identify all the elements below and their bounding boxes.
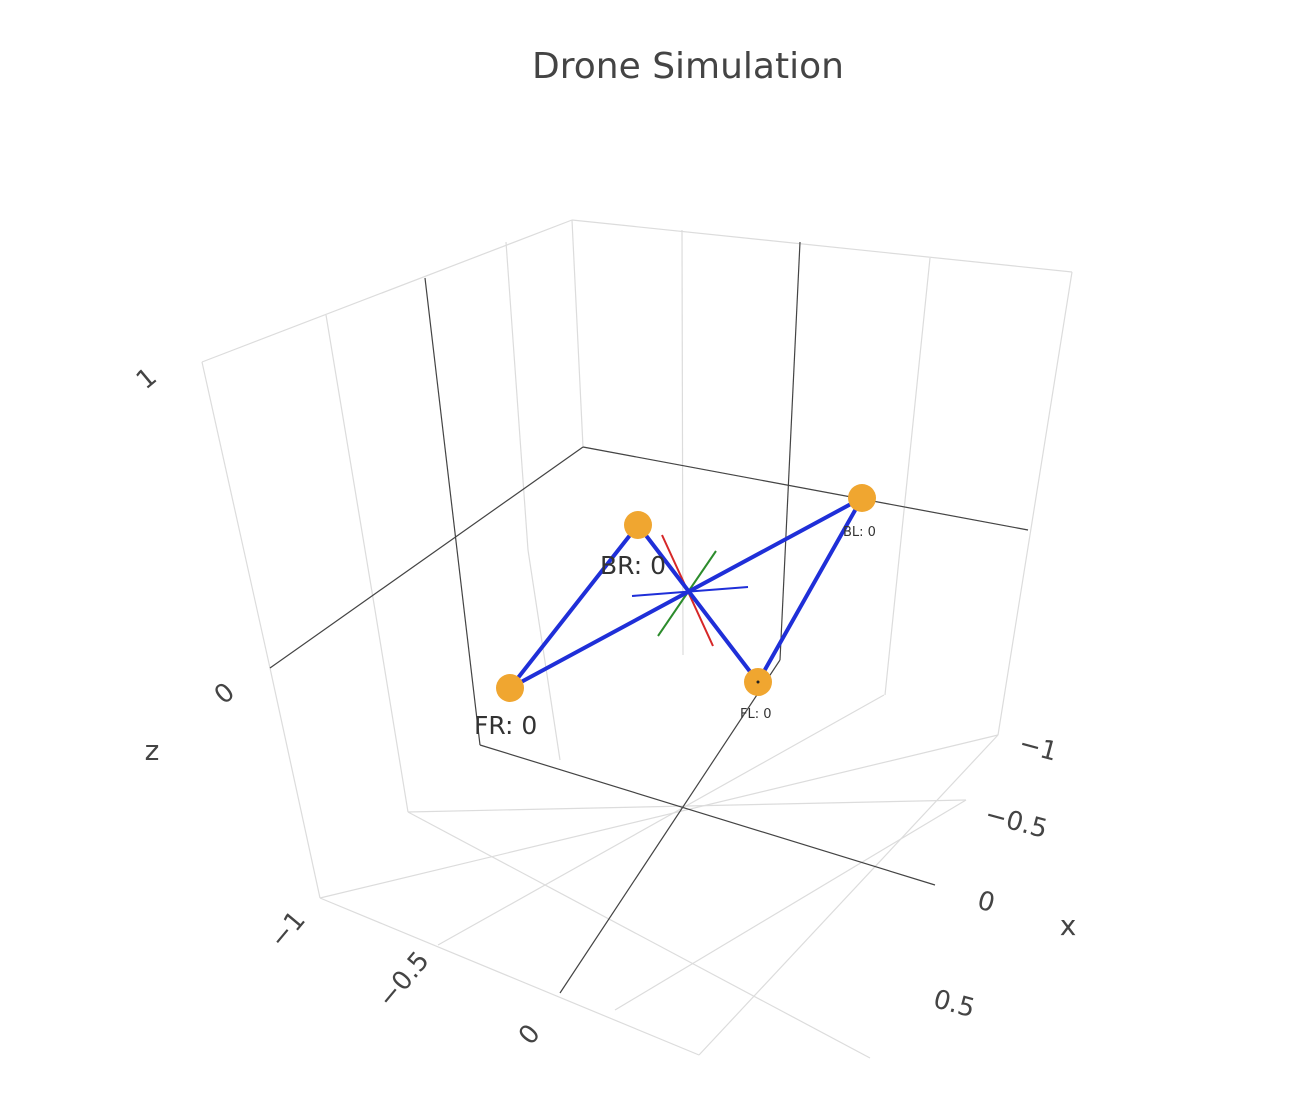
grid-line [505, 241, 529, 551]
grid-line [884, 257, 931, 696]
x-tick: −1 [1016, 729, 1061, 768]
x-tick: −0.5 [982, 800, 1051, 845]
grid-line [201, 361, 271, 669]
grid-line [325, 314, 376, 611]
x-tick: 0 [974, 886, 998, 919]
zero-line [424, 277, 481, 746]
grid-line [527, 549, 561, 761]
grid-line [319, 734, 999, 899]
rotor-br[interactable] [624, 511, 652, 539]
zero-axis-lines [269, 241, 1029, 994]
drone-frame [508, 496, 864, 690]
frame-line [508, 496, 864, 690]
grid-line [201, 219, 573, 363]
rotor-label-br: BR: 0 [600, 551, 666, 580]
x-axis-label: x [1060, 909, 1077, 942]
zero-line [479, 744, 936, 886]
grid-line [269, 667, 321, 899]
x-tick: 0.5 [930, 984, 978, 1024]
rotor-fl-center-dot [756, 680, 760, 684]
rotor-bl[interactable] [848, 484, 876, 512]
y-tick: −0.5 [372, 946, 436, 1014]
zero-line [559, 659, 781, 994]
zero-line [269, 446, 584, 669]
grid-line [571, 219, 1073, 273]
grid-line [319, 897, 700, 1056]
rotor-fr[interactable] [496, 674, 524, 702]
rotor-label-fl: FL: 0 [740, 707, 772, 722]
chart-title: Drone Simulation [532, 46, 844, 87]
y-tick: 0 [513, 1019, 547, 1051]
zero-line [582, 446, 1029, 531]
grid-line [571, 219, 584, 448]
z-tick: 1 [131, 362, 163, 396]
grid-line [374, 609, 409, 813]
y-tick: −1 [264, 906, 312, 955]
rotor-label-bl: BL: 0 [843, 525, 876, 540]
rotors[interactable] [496, 484, 876, 702]
grid-line [437, 694, 885, 946]
z-axis-label: z [145, 734, 160, 767]
grid-line [698, 734, 999, 1056]
rotor-label-fr: FR: 0 [474, 711, 537, 740]
z-tick: 0 [209, 677, 241, 711]
grid-line [407, 811, 871, 1059]
grid-line [614, 799, 967, 1011]
grid-line [997, 271, 1073, 736]
grid-lines [201, 219, 1073, 1059]
zero-line [779, 241, 801, 661]
